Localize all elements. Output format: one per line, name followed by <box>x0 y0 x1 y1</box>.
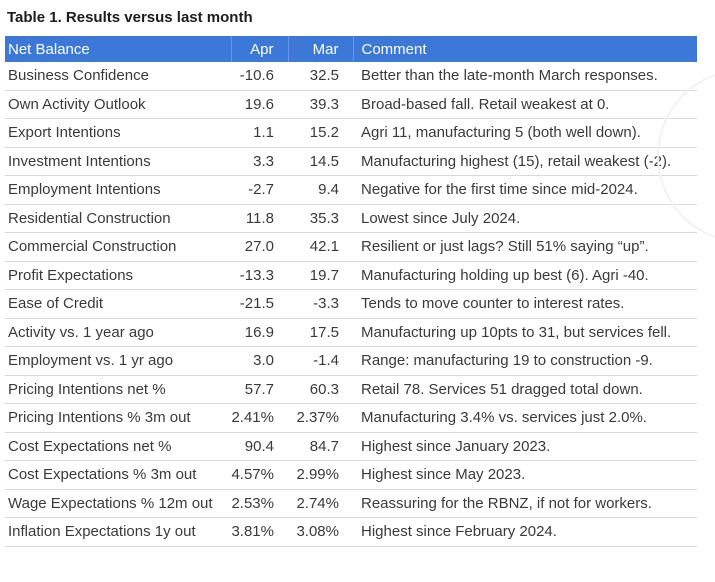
row-label-cell: Profit Expectations <box>5 261 231 290</box>
row-label-cell: Business Confidence <box>5 62 231 91</box>
mar-value-cell: 35.3 <box>288 204 353 233</box>
table-row: Inflation Expectations 1y out 3.81% 3.08% H… <box>5 517 697 547</box>
comment-cell: Manufacturing 3.4% vs. services just 2.0… <box>353 403 697 433</box>
apr-value-cell: -13.3 <box>231 261 288 290</box>
mar-value-cell: 42.1 <box>288 232 353 262</box>
comment-cell: Range: manufacturing 19 to construction … <box>353 346 697 376</box>
table-row: Own Activity Outlook 19.6 39.3 Broad-based … <box>5 90 697 119</box>
table-row: Cost Expectations % 3m out 4.57% 2.99% High… <box>5 460 697 490</box>
mar-value-cell: 2.74% <box>288 489 353 518</box>
comment-cell: Retail 78. Services 51 dragged total dow… <box>353 375 697 404</box>
table-row: Residential Construction 11.8 35.3 Lowest s… <box>5 204 697 233</box>
row-label-cell: Inflation Expectations 1y out <box>5 517 231 547</box>
comment-cell: Highest since January 2023. <box>353 432 697 461</box>
mar-value-cell: 84.7 <box>288 432 353 461</box>
table-row: Wage Expectations % 12m out 2.53% 2.74% Rea… <box>5 489 697 518</box>
apr-value-cell: 3.81% <box>231 517 288 547</box>
column-header-apr: Apr <box>230 36 288 62</box>
column-header-comment: Comment <box>352 36 697 62</box>
table-row: Employment vs. 1 yr ago 3.0 -1.4 Range: man… <box>5 346 697 376</box>
apr-value-cell: 57.7 <box>231 375 288 404</box>
comment-cell: Agri 11, manufacturing 5 (both well down… <box>353 118 697 148</box>
apr-value-cell: -10.6 <box>231 62 288 91</box>
row-label-cell: Ease of Credit <box>5 289 231 319</box>
comment-cell: Lowest since July 2024. <box>353 204 697 233</box>
comment-cell: Manufacturing highest (15), retail weake… <box>353 147 697 176</box>
mar-value-cell: 32.5 <box>288 62 353 91</box>
apr-value-cell: 3.0 <box>231 346 288 376</box>
table-row: Activity vs. 1 year ago 16.9 17.5 Manufactu… <box>5 318 697 347</box>
comment-cell: Manufacturing up 10pts to 31, but servic… <box>353 318 697 347</box>
mar-value-cell: 60.3 <box>288 375 353 404</box>
table-row: Investment Intentions 3.3 14.5 Manufacturin… <box>5 147 697 176</box>
comment-cell: Tends to move counter to interest rates. <box>353 289 697 319</box>
comment-cell: Manufacturing holding up best (6). Agri … <box>353 261 697 290</box>
mar-value-cell: 2.37% <box>288 403 353 433</box>
mar-value-cell: 14.5 <box>288 147 353 176</box>
apr-value-cell: 4.57% <box>231 460 288 490</box>
row-label-cell: Cost Expectations net % <box>5 432 231 461</box>
column-header-net-balance: Net Balance <box>5 36 231 62</box>
table-row: Export Intentions 1.1 15.2 Agri 11, manufac… <box>5 118 697 148</box>
row-label-cell: Wage Expectations % 12m out <box>5 489 231 518</box>
row-label-cell: Residential Construction <box>5 204 231 233</box>
row-label-cell: Own Activity Outlook <box>5 90 231 119</box>
row-label-cell: Employment vs. 1 yr ago <box>5 346 231 376</box>
apr-value-cell: 19.6 <box>231 90 288 119</box>
mar-value-cell: -1.4 <box>288 346 353 376</box>
comment-cell: Resilient or just lags? Still 51% saying… <box>353 232 697 262</box>
mar-value-cell: 2.99% <box>288 460 353 490</box>
table-row: Pricing Intentions % 3m out 2.41% 2.37% Man… <box>5 403 697 433</box>
table-row: Profit Expectations -13.3 19.7 Manufacturin… <box>5 261 697 290</box>
apr-value-cell: 90.4 <box>231 432 288 461</box>
apr-value-cell: 11.8 <box>231 204 288 233</box>
mar-value-cell: -3.3 <box>288 289 353 319</box>
results-table: Net Balance Apr Mar Comment Business Con… <box>5 36 697 547</box>
table-header-row: Net Balance Apr Mar Comment <box>5 36 697 62</box>
mar-value-cell: 39.3 <box>288 90 353 119</box>
table-row: Commercial Construction 27.0 42.1 Resilient… <box>5 232 697 262</box>
table-row: Employment Intentions -2.7 9.4 Negative for… <box>5 175 697 205</box>
comment-cell: Broad-based fall. Retail weakest at 0. <box>353 90 697 119</box>
apr-value-cell: 2.53% <box>231 489 288 518</box>
mar-value-cell: 9.4 <box>288 175 353 205</box>
mar-value-cell: 15.2 <box>288 118 353 148</box>
comment-cell: Better than the late-month March respons… <box>353 62 697 91</box>
apr-value-cell: 16.9 <box>231 318 288 347</box>
row-label-cell: Commercial Construction <box>5 232 231 262</box>
comment-cell: Negative for the first time since mid-20… <box>353 175 697 205</box>
mar-value-cell: 19.7 <box>288 261 353 290</box>
table-title: Table 1. Results versus last month <box>7 9 253 26</box>
table-row: Business Confidence -10.6 32.5 Better than … <box>5 62 697 91</box>
mar-value-cell: 3.08% <box>288 517 353 547</box>
comment-cell: Reassuring for the RBNZ, if not for work… <box>353 489 697 518</box>
table-body: Business Confidence -10.6 32.5 Better than … <box>5 62 697 547</box>
table-row: Pricing Intentions net % 57.7 60.3 Retail 7… <box>5 375 697 404</box>
apr-value-cell: 1.1 <box>231 118 288 148</box>
row-label-cell: Employment Intentions <box>5 175 231 205</box>
row-label-cell: Cost Expectations % 3m out <box>5 460 231 490</box>
row-label-cell: Investment Intentions <box>5 147 231 176</box>
row-label-cell: Pricing Intentions net % <box>5 375 231 404</box>
row-label-cell: Activity vs. 1 year ago <box>5 318 231 347</box>
mar-value-cell: 17.5 <box>288 318 353 347</box>
apr-value-cell: 2.41% <box>231 403 288 433</box>
apr-value-cell: -21.5 <box>231 289 288 319</box>
table-row: Ease of Credit -21.5 -3.3 Tends to move cou… <box>5 289 697 319</box>
table-row: Cost Expectations net % 90.4 84.7 Highest s… <box>5 432 697 461</box>
row-label-cell: Export Intentions <box>5 118 231 148</box>
comment-cell: Highest since February 2024. <box>353 517 697 547</box>
apr-value-cell: 27.0 <box>231 232 288 262</box>
column-header-mar: Mar <box>287 36 353 62</box>
comment-cell: Highest since May 2023. <box>353 460 697 490</box>
row-label-cell: Pricing Intentions % 3m out <box>5 403 231 433</box>
apr-value-cell: -2.7 <box>231 175 288 205</box>
apr-value-cell: 3.3 <box>231 147 288 176</box>
